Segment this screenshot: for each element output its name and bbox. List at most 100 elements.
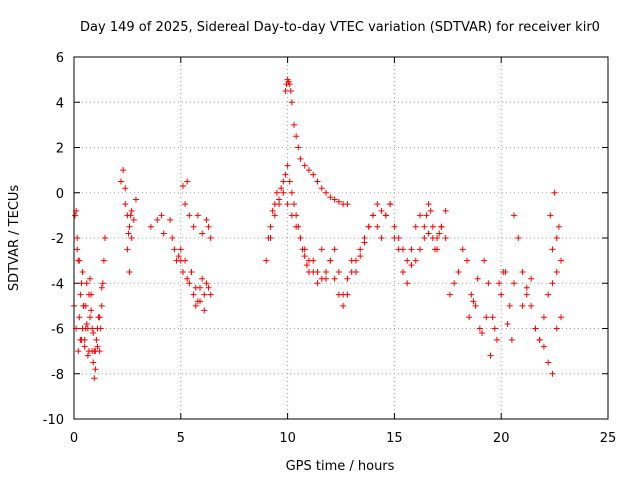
data-point	[199, 275, 206, 282]
data-point	[478, 330, 485, 337]
data-point	[98, 302, 105, 309]
data-point	[335, 268, 342, 275]
data-point	[474, 275, 481, 282]
data-point	[470, 298, 477, 305]
data-point	[75, 348, 82, 355]
data-point	[511, 280, 518, 287]
data-point	[357, 246, 364, 253]
data-point	[288, 99, 295, 106]
data-point	[399, 268, 406, 275]
data-point	[286, 178, 293, 185]
data-point	[91, 348, 98, 355]
y-tick-label: 4	[56, 96, 64, 111]
data-point	[483, 314, 490, 321]
data-point	[287, 87, 294, 94]
data-point	[83, 320, 90, 327]
plot-frame	[73, 56, 609, 420]
y-tick-label: -6	[51, 323, 64, 338]
data-point	[549, 370, 556, 377]
data-point	[117, 178, 124, 185]
data-point	[553, 268, 560, 275]
data-point	[188, 268, 195, 275]
data-point	[382, 212, 389, 219]
data-point	[297, 155, 304, 162]
data-point	[186, 212, 193, 219]
data-point	[186, 280, 193, 287]
data-point	[547, 212, 554, 219]
data-point	[301, 253, 308, 260]
data-point	[425, 230, 432, 237]
data-point	[288, 212, 295, 219]
x-tick-label: 15	[386, 431, 403, 446]
data-point	[532, 325, 539, 332]
data-point	[438, 223, 445, 230]
data-point	[404, 280, 411, 287]
data-points	[71, 76, 565, 382]
x-axis-label: GPS time / hours	[286, 459, 395, 474]
data-point	[365, 223, 372, 230]
data-point	[545, 359, 552, 366]
data-point	[90, 330, 97, 337]
data-point	[199, 230, 206, 237]
data-point	[271, 212, 278, 219]
data-point	[408, 262, 415, 269]
data-point	[431, 246, 438, 253]
data-point	[429, 223, 436, 230]
x-tick-label: 20	[493, 431, 510, 446]
data-point	[310, 171, 317, 178]
data-point	[327, 194, 334, 201]
data-point	[284, 162, 291, 169]
data-point	[130, 216, 137, 223]
data-point	[464, 257, 471, 264]
data-point	[335, 198, 342, 205]
data-point	[286, 81, 293, 88]
data-point	[282, 171, 289, 178]
data-point	[120, 167, 127, 174]
data-point	[201, 291, 208, 298]
data-point	[511, 212, 518, 219]
data-point	[267, 235, 274, 241]
data-point	[263, 257, 270, 264]
data-point	[508, 336, 515, 343]
data-point	[82, 325, 89, 332]
data-point	[87, 314, 94, 321]
data-point	[344, 201, 351, 208]
data-point	[344, 291, 351, 298]
data-point	[549, 246, 556, 253]
data-point	[493, 336, 500, 343]
data-point	[76, 257, 83, 264]
data-point	[361, 235, 368, 241]
data-point	[192, 302, 199, 309]
data-point	[303, 262, 310, 269]
data-point	[93, 336, 100, 343]
data-point	[425, 201, 432, 208]
data-point	[374, 223, 381, 230]
data-point	[83, 280, 90, 287]
data-point	[528, 275, 535, 282]
data-point	[374, 201, 381, 208]
data-point	[96, 314, 103, 321]
data-point	[190, 223, 197, 230]
data-point	[335, 291, 342, 298]
y-tick-label: 0	[56, 187, 64, 202]
data-point	[314, 280, 321, 287]
data-point	[197, 298, 204, 305]
data-point	[427, 207, 434, 214]
data-point	[421, 235, 428, 241]
data-point	[293, 223, 300, 230]
data-point	[291, 121, 298, 128]
data-point	[553, 235, 560, 241]
data-point	[177, 246, 184, 253]
data-point	[179, 182, 186, 189]
data-point	[378, 207, 385, 214]
data-point	[459, 246, 466, 253]
data-point	[327, 257, 334, 264]
data-point	[466, 314, 473, 321]
data-point	[523, 284, 530, 291]
data-point	[323, 268, 330, 275]
data-point	[74, 246, 81, 253]
data-point	[442, 235, 449, 241]
data-point	[310, 268, 317, 275]
